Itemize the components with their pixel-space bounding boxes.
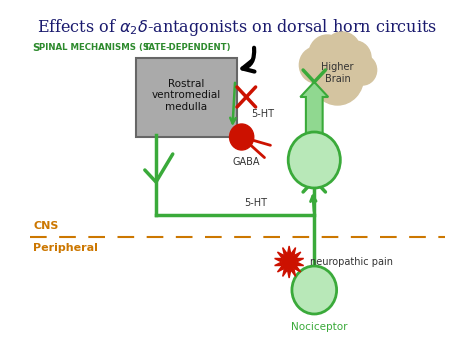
Circle shape [339, 41, 371, 75]
Text: CNS: CNS [33, 221, 58, 231]
Circle shape [309, 35, 346, 75]
Text: PINAL MECHANISMS (S: PINAL MECHANISMS (S [39, 43, 149, 52]
Text: 5-HT: 5-HT [251, 109, 274, 119]
Bar [307, 145, 322, 163]
Circle shape [288, 132, 340, 188]
Text: TATE: TATE [144, 43, 167, 52]
Text: 5-HT: 5-HT [245, 198, 267, 208]
Text: Higher
Brain: Higher Brain [321, 62, 354, 84]
Polygon shape [274, 246, 304, 278]
Text: S: S [32, 43, 40, 53]
Text: neuropathic pain: neuropathic pain [310, 257, 392, 267]
FancyBboxPatch shape [136, 58, 237, 137]
Circle shape [300, 47, 333, 83]
Circle shape [229, 124, 254, 150]
Circle shape [324, 32, 361, 72]
Text: Rostral
ventromedial
medulla: Rostral ventromedial medulla [152, 79, 221, 112]
Text: GABA: GABA [233, 157, 260, 167]
Text: Nociceptor: Nociceptor [291, 322, 347, 332]
Text: Peripheral: Peripheral [33, 243, 98, 253]
Circle shape [292, 266, 337, 314]
Text: -DEPENDENT): -DEPENDENT) [165, 43, 231, 52]
Text: Effects of $\alpha_2\delta$-antagonists on dorsal horn circuits: Effects of $\alpha_2\delta$-antagonists … [37, 17, 437, 38]
Circle shape [311, 49, 364, 105]
FancyArrowPatch shape [242, 48, 255, 72]
Circle shape [349, 55, 377, 85]
FancyArrow shape [301, 82, 328, 140]
